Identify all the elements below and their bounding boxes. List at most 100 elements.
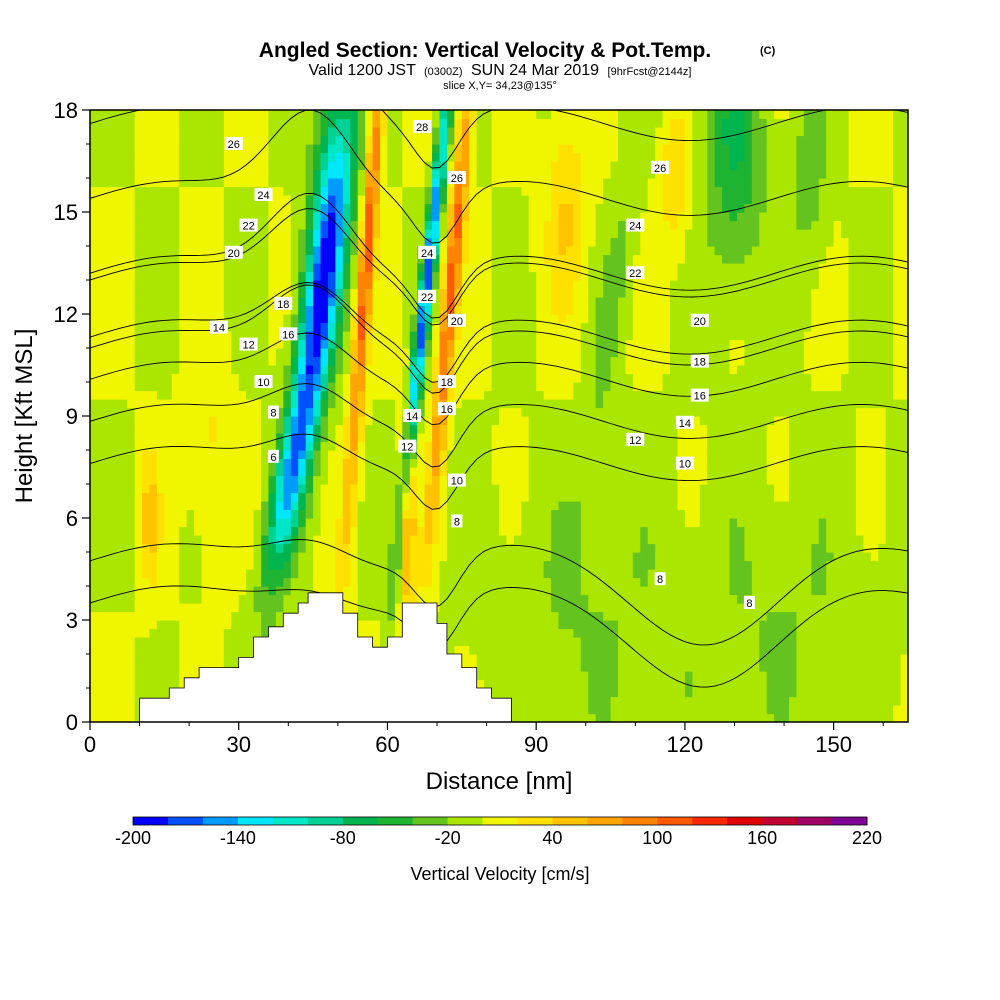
- velocity-cell: [112, 271, 121, 281]
- velocity-cell: [543, 450, 552, 460]
- velocity-cell: [342, 161, 351, 171]
- velocity-cell: [253, 322, 262, 332]
- velocity-cell: [506, 305, 515, 315]
- velocity-cell: [142, 509, 151, 519]
- velocity-cell: [439, 280, 448, 290]
- velocity-cell: [283, 365, 292, 375]
- velocity-cell: [603, 569, 612, 579]
- velocity-cell: [112, 501, 121, 511]
- velocity-cell: [528, 475, 537, 485]
- velocity-cell: [179, 679, 188, 689]
- velocity-cell: [201, 152, 210, 162]
- velocity-cell: [208, 161, 218, 171]
- velocity-cell: [580, 382, 589, 392]
- velocity-cell: [134, 169, 143, 179]
- velocity-cell: [320, 450, 329, 460]
- velocity-cell: [394, 220, 403, 230]
- velocity-cell: [112, 535, 121, 545]
- velocity-cell: [536, 407, 545, 417]
- velocity-cell: [201, 169, 210, 179]
- velocity-cell: [469, 331, 478, 341]
- velocity-cell: [543, 441, 552, 451]
- velocity-cell: [327, 246, 336, 256]
- velocity-cell: [558, 518, 567, 528]
- velocity-cell: [350, 458, 359, 468]
- velocity-cell: [528, 314, 537, 324]
- velocity-cell: [246, 407, 255, 417]
- velocity-cell: [112, 603, 121, 613]
- velocity-cell: [164, 424, 173, 434]
- velocity-cell: [342, 509, 351, 519]
- velocity-cell: [461, 271, 470, 281]
- velocity-cell: [402, 594, 411, 604]
- velocity-cell: [142, 382, 151, 392]
- velocity-cell: [342, 127, 351, 137]
- velocity-cell: [186, 161, 195, 171]
- velocity-cell: [231, 271, 240, 281]
- velocity-cell: [372, 577, 381, 587]
- velocity-cell: [528, 654, 537, 664]
- velocity-cell: [327, 127, 336, 137]
- velocity-cell: [112, 118, 121, 128]
- velocity-cell: [573, 195, 582, 205]
- velocity-cell: [417, 458, 426, 468]
- velocity-cell: [461, 348, 470, 358]
- velocity-cell: [588, 484, 597, 494]
- velocity-cell: [171, 569, 180, 579]
- velocity-cell: [253, 212, 262, 222]
- velocity-cell: [521, 169, 530, 179]
- velocity-cell: [588, 382, 597, 392]
- velocity-cell: [231, 263, 240, 273]
- velocity-cell: [201, 263, 210, 273]
- velocity-cell: [365, 237, 374, 247]
- velocity-cell: [290, 305, 299, 315]
- velocity-cell: [171, 475, 180, 485]
- velocity-cell: [491, 297, 500, 307]
- velocity-cell: [342, 254, 351, 264]
- velocity-cell: [580, 424, 589, 434]
- velocity-cell: [558, 127, 567, 137]
- velocity-cell: [543, 178, 552, 188]
- velocity-cell: [409, 560, 418, 570]
- velocity-cell: [327, 263, 336, 273]
- velocity-cell: [201, 288, 210, 298]
- velocity-cell: [439, 365, 448, 375]
- velocity-cell: [573, 229, 582, 239]
- velocity-cell: [171, 271, 180, 281]
- velocity-cell: [417, 135, 426, 145]
- velocity-cell: [179, 390, 188, 400]
- velocity-cell: [469, 280, 478, 290]
- velocity-cell: [156, 356, 165, 366]
- velocity-cell: [261, 339, 270, 349]
- velocity-cell: [424, 424, 433, 434]
- velocity-cell: [565, 569, 574, 579]
- velocity-cell: [409, 288, 418, 298]
- velocity-cell: [194, 339, 203, 349]
- velocity-cell: [372, 543, 381, 553]
- velocity-cell: [417, 416, 426, 426]
- velocity-cell: [164, 246, 173, 256]
- velocity-cell: [461, 212, 470, 222]
- velocity-cell: [357, 161, 366, 171]
- velocity-cell: [573, 713, 582, 722]
- velocity-cell: [231, 424, 240, 434]
- velocity-cell: [201, 390, 210, 400]
- velocity-cell: [142, 348, 151, 358]
- velocity-cell: [454, 552, 463, 562]
- velocity-cell: [164, 135, 173, 145]
- velocity-cell: [521, 594, 530, 604]
- velocity-cell: [484, 288, 493, 298]
- velocity-cell: [417, 237, 426, 247]
- velocity-cell: [506, 288, 515, 298]
- velocity-cell: [365, 169, 374, 179]
- velocity-cell: [565, 314, 574, 324]
- velocity-cell: [253, 552, 262, 562]
- velocity-cell: [580, 696, 589, 706]
- velocity-cell: [595, 382, 604, 392]
- velocity-cell: [461, 526, 470, 536]
- velocity-cell: [201, 305, 210, 315]
- velocity-cell: [499, 441, 508, 451]
- velocity-cell: [394, 356, 403, 366]
- velocity-cell: [342, 518, 351, 528]
- velocity-cell: [424, 560, 433, 570]
